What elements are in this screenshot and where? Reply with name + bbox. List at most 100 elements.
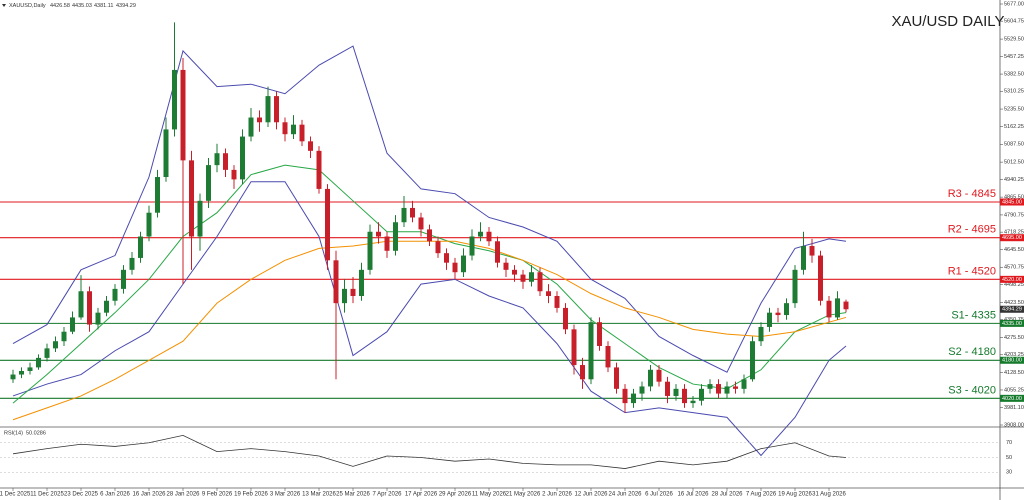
- candle-body: [614, 367, 619, 389]
- candle-body: [818, 255, 823, 301]
- candle-body: [529, 272, 534, 282]
- x-tick-label: 17 Apr 2026: [405, 492, 438, 498]
- candle-body: [70, 317, 75, 332]
- candle-body: [61, 331, 67, 342]
- last-price-tag: [1000, 305, 1024, 313]
- x-tick-label: 7 Aug 2026: [746, 492, 777, 498]
- level-tag-label: 4695.00: [1002, 235, 1022, 241]
- candle-body: [588, 322, 594, 380]
- y-tick-label: 5457.25: [1004, 54, 1024, 60]
- level-label: R1 - 4520: [948, 265, 996, 277]
- candle-body: [333, 260, 339, 304]
- candle-body: [257, 117, 262, 123]
- y-tick-label: 5529.50: [1004, 37, 1024, 43]
- plot-area: [0, 22, 1000, 457]
- x-tick-label: 7 Apr 2026: [372, 492, 402, 498]
- candle-body: [784, 303, 789, 316]
- y-tick-label: 4275.50: [1004, 335, 1024, 341]
- candle-body: [248, 117, 254, 137]
- candle-body: [444, 253, 449, 263]
- candle-body: [520, 274, 526, 282]
- y-tick-label: 3908.00: [1004, 422, 1024, 428]
- x-tick-label: 1 Dec 2025: [0, 492, 31, 498]
- level-tag: [1000, 319, 1024, 327]
- x-tick-label: 6 Jul 2026: [645, 492, 673, 498]
- candle-body: [673, 388, 679, 396]
- x-tick-label: 31 Aug 2026: [812, 492, 846, 498]
- candle-body: [690, 400, 696, 404]
- candle-body: [631, 393, 636, 404]
- candle-body: [121, 269, 126, 289]
- candle-body: [265, 96, 271, 123]
- candle-body: [78, 291, 84, 318]
- candle-body: [172, 69, 177, 130]
- y-tick-label: 4790.75: [1004, 212, 1024, 218]
- y-tick-label: 4128.50: [1004, 370, 1024, 376]
- candle-body: [792, 269, 798, 304]
- candle-body: [189, 160, 194, 237]
- candle-body: [359, 269, 364, 297]
- ohlc-high: 4435.03: [72, 3, 92, 9]
- y-tick-label: 5382.50: [1004, 72, 1024, 78]
- level-label: R3 - 4845: [948, 188, 996, 200]
- candle-body: [707, 384, 713, 389]
- candle-body: [435, 241, 441, 254]
- candle-body: [325, 188, 330, 261]
- candle-body: [44, 348, 50, 358]
- level-tag: [1000, 356, 1024, 364]
- candle-body: [155, 177, 160, 213]
- candle-body: [197, 200, 203, 237]
- candle-body: [367, 231, 373, 270]
- candle-body: [36, 357, 41, 368]
- x-tick-label: 25 Mar 2026: [336, 492, 370, 498]
- candle-body: [767, 312, 772, 327]
- candle-body: [240, 136, 245, 180]
- x-tick-label: 21 May 2026: [506, 492, 541, 498]
- candle-body: [597, 322, 602, 346]
- y-tick-label: 4645.50: [1004, 247, 1024, 253]
- x-tick-label: 28 Jul 2026: [711, 492, 743, 498]
- candle-body: [427, 229, 432, 242]
- candle-body: [282, 122, 288, 135]
- level-tag: [1000, 198, 1024, 206]
- level-tag: [1000, 275, 1024, 283]
- candle-body: [733, 386, 738, 389]
- x-tick-label: 19 Aug 2026: [778, 492, 812, 498]
- symbol: XAUUSD,Daily: [9, 3, 46, 9]
- candle-body: [571, 329, 577, 366]
- level-tag-label: 4520.00: [1002, 277, 1022, 283]
- rsi-tick-label: 70: [1006, 440, 1012, 446]
- candle-body: [639, 386, 645, 394]
- candle-body: [622, 388, 628, 404]
- candle-body: [843, 301, 849, 310]
- candle-body: [206, 165, 211, 201]
- candle-body: [580, 365, 585, 380]
- y-tick-label: 4055.25: [1004, 387, 1024, 393]
- y-tick-label: 5012.50: [1004, 160, 1024, 166]
- x-tick-label: 6 Jan 2026: [100, 492, 130, 498]
- y-tick-label: 4718.25: [1004, 230, 1024, 236]
- level-tag-label: 4180.00: [1002, 358, 1022, 364]
- y-tick-label: 4570.75: [1004, 265, 1024, 271]
- candle-body: [291, 124, 296, 135]
- level-tag-label: 4845.00: [1002, 199, 1022, 205]
- indicator-line: [12, 181, 847, 457]
- ohlc-open: 4426.58: [50, 3, 70, 9]
- candle-body: [342, 288, 347, 304]
- candle-body: [469, 236, 475, 256]
- x-tick-label: 11 May 2026: [472, 492, 507, 498]
- x-tick-label: 16 Jan 2026: [132, 492, 166, 498]
- candle-body: [775, 312, 781, 316]
- x-tick-label: 13 Mar 2026: [302, 492, 336, 498]
- rsi-line: [12, 434, 847, 469]
- candle-body: [648, 369, 653, 387]
- candle-body: [214, 153, 220, 166]
- y-tick-label: 5235.50: [1004, 107, 1024, 113]
- candle-body: [554, 296, 560, 308]
- candle-body: [299, 124, 305, 142]
- candle-body: [180, 69, 186, 161]
- chart-title: XAU/USD DAILY: [891, 13, 1004, 30]
- candle-body: [274, 96, 279, 123]
- candle-body: [376, 231, 381, 237]
